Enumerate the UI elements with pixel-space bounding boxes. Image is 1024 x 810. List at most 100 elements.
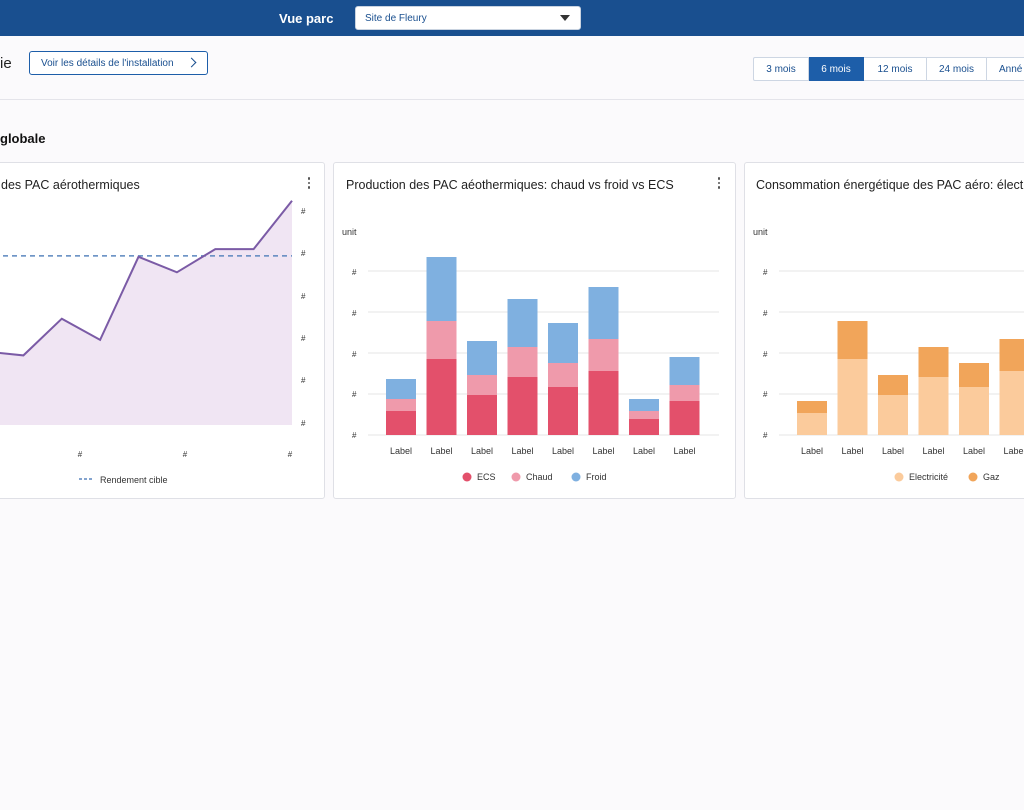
header-divider <box>0 99 1024 100</box>
y-tick-1: # <box>763 268 768 277</box>
consommation-title: Consommation énergétique des PAC aéro: é… <box>756 178 1024 192</box>
y-tick-5: # <box>352 431 357 440</box>
production-bar-chaud-8 <box>669 385 700 401</box>
production-bar-froid-4 <box>507 299 538 347</box>
consommation-x-label-2: Label <box>841 446 863 456</box>
legend-froid-swatch <box>571 472 581 482</box>
consommation-bar-gaz-5 <box>959 363 989 387</box>
production-unit-label: unit <box>342 227 357 237</box>
legend-chaud-label: Chaud <box>526 472 553 482</box>
consommation-bar-gaz-4 <box>918 347 949 377</box>
legend-froid-label: Froid <box>586 472 607 482</box>
production-bar-chaud-5 <box>548 363 578 387</box>
legend-elec-label: Electricité <box>909 472 948 482</box>
x-tick-2: # <box>183 450 188 459</box>
production-bar-ecs-7 <box>629 419 659 435</box>
installation-details-label: Voir les détails de l'installation <box>41 58 174 69</box>
y-tick-2: # <box>301 249 306 258</box>
production-x-label-3: Label <box>471 446 493 456</box>
consommation-bar-electricit-3 <box>878 395 908 435</box>
y-tick-5: # <box>763 431 768 440</box>
period-selector: 3 mois 6 mois 12 mois 24 mois Anné <box>753 57 1024 81</box>
consommation-x-label-1: Label <box>801 446 823 456</box>
vue-parc-title: Vue parc <box>279 11 334 26</box>
production-bar-froid-5 <box>548 323 578 363</box>
consommation-bar-gaz-1 <box>797 401 827 413</box>
y-tick-2: # <box>763 309 768 318</box>
rendement-menu-icon[interactable] <box>305 177 313 191</box>
production-bar-ecs-1 <box>386 411 416 435</box>
consommation-unit-label: unit <box>753 227 768 237</box>
production-x-label-4: Label <box>511 446 533 456</box>
period-24-months[interactable]: 24 mois <box>927 57 987 81</box>
consommation-bar-gaz-2 <box>837 321 868 359</box>
production-x-label-6: Label <box>592 446 614 456</box>
production-bar-froid-1 <box>386 379 416 399</box>
production-bar-chaud-7 <box>629 411 659 419</box>
consommation-bar-gaz-6 <box>999 339 1024 371</box>
rendement-card: des PAC aérothermiques # # # # # # # # #… <box>0 162 325 499</box>
production-bar-chaud-4 <box>507 347 538 377</box>
site-select-value: Site de Fleury <box>365 13 427 24</box>
legend-target-label: Rendement cible <box>100 475 168 485</box>
production-bar-ecs-5 <box>548 387 578 435</box>
production-bar-ecs-8 <box>669 401 700 435</box>
consommation-bar-gaz-3 <box>878 375 908 395</box>
production-card: Production des PAC aéothermiques: chaud … <box>333 162 736 499</box>
legend-chaud-swatch <box>511 472 521 482</box>
period-6-months[interactable]: 6 mois <box>809 57 864 81</box>
y-tick-2: # <box>352 309 357 318</box>
legend-elec-swatch <box>894 472 904 482</box>
production-bar-chaud-1 <box>386 399 416 411</box>
site-select[interactable]: Site de Fleury <box>355 6 581 30</box>
consommation-x-label-5: Label <box>963 446 985 456</box>
y-tick-1: # <box>352 268 357 277</box>
production-x-label-2: Label <box>430 446 452 456</box>
x-tick-3: # <box>288 450 293 459</box>
production-chart: unit # # # # # Label Label Label Label Label… <box>342 227 719 482</box>
production-bar-froid-3 <box>467 341 497 375</box>
legend-gaz-swatch <box>968 472 978 482</box>
consommation-x-label-6: Label <box>1003 446 1024 456</box>
period-12-months[interactable]: 12 mois <box>864 57 927 81</box>
production-x-label-8: Label <box>673 446 695 456</box>
legend-ecs-label: ECS <box>477 472 496 482</box>
production-menu-icon[interactable] <box>715 177 723 191</box>
period-3-months[interactable]: 3 mois <box>753 57 809 81</box>
period-year[interactable]: Anné <box>987 57 1024 81</box>
consommation-bar-electricit-4 <box>918 377 949 435</box>
consommation-card: Consommation énergétique des PAC aéro: é… <box>744 162 1024 499</box>
legend-gaz-label: Gaz <box>983 472 1000 482</box>
production-bar-froid-7 <box>629 399 659 411</box>
production-title: Production des PAC aéothermiques: chaud … <box>346 178 674 192</box>
rendement-chart: # # # # # # # # # Rendement cible <box>0 200 306 485</box>
consommation-bar-electricit-5 <box>959 387 989 435</box>
y-tick-4: # <box>763 390 768 399</box>
y-tick-1: # <box>301 207 306 216</box>
production-bar-ecs-3 <box>467 395 497 435</box>
production-x-label-5: Label <box>552 446 574 456</box>
production-bar-ecs-4 <box>507 377 538 435</box>
production-bar-froid-2 <box>426 257 457 321</box>
production-bar-froid-6 <box>588 287 619 339</box>
section-title: globale <box>0 131 46 146</box>
y-tick-3: # <box>763 350 768 359</box>
y-tick-3: # <box>352 350 357 359</box>
production-x-label-1: Label <box>390 446 412 456</box>
rendement-title: des PAC aérothermiques <box>1 178 140 192</box>
consommation-bar-electricit-2 <box>837 359 868 435</box>
installation-details-button[interactable]: Voir les détails de l'installation <box>29 51 208 75</box>
rendement-line <box>0 200 293 357</box>
production-bar-ecs-6 <box>588 371 619 435</box>
chevron-down-icon <box>560 15 570 21</box>
production-bar-chaud-6 <box>588 339 619 371</box>
y-tick-6: # <box>301 419 306 428</box>
rendement-area <box>0 200 292 425</box>
consommation-chart: unit # # # # # Label Label Label Label Label… <box>753 227 1024 482</box>
production-bar-chaud-2 <box>426 321 457 359</box>
chevron-right-icon <box>186 57 197 68</box>
production-bar-ecs-2 <box>426 359 457 435</box>
y-tick-5: # <box>301 376 306 385</box>
legend-ecs-swatch <box>462 472 472 482</box>
consommation-x-label-3: Label <box>882 446 904 456</box>
